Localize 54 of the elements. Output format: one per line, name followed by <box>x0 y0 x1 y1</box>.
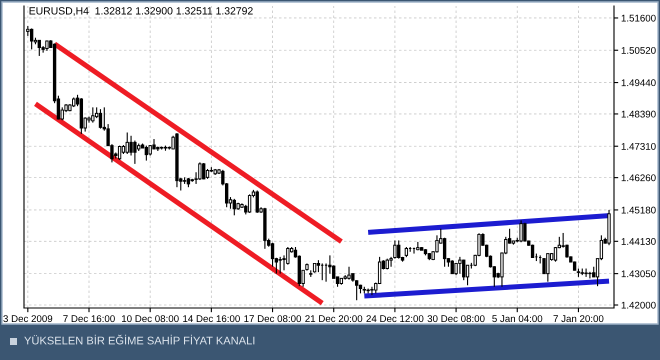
candlestick <box>126 132 129 155</box>
candlestick <box>186 177 190 188</box>
candlestick <box>519 220 523 243</box>
candlestick <box>98 108 102 130</box>
candlestick <box>530 244 534 258</box>
y-tick-label: 1.47310 <box>622 142 656 150</box>
candlestick <box>144 145 148 162</box>
candlestick <box>450 260 454 274</box>
y-tick-label: 1.43050 <box>622 270 656 278</box>
candlestick <box>554 246 558 262</box>
text: YÜKSELEN BİR EĞİME SAHİP FİYAT KANALI <box>24 334 254 344</box>
candlestick <box>202 162 206 180</box>
y-tick-label: 1.42000 <box>622 302 656 309</box>
candlestick <box>232 198 236 216</box>
candlestick <box>38 40 41 56</box>
candlestick <box>442 237 446 268</box>
candlestick <box>397 240 400 260</box>
x-tick-label: 5 Jan 04:00 <box>492 315 542 322</box>
candlestick <box>133 140 137 164</box>
candlestick <box>148 144 152 156</box>
y-tick-label: 1.48390 <box>622 110 656 118</box>
y-tick-label: 1.51600 <box>622 14 656 22</box>
candlestick <box>546 253 550 282</box>
candlestick <box>30 28 34 50</box>
x-tick-label: 14 Dec 16:00 <box>183 315 240 322</box>
y-tick-label: 1.45180 <box>622 206 656 214</box>
candlestick <box>278 256 282 274</box>
x-tick-label: 17 Dec 08:00 <box>244 315 302 322</box>
candlestick <box>458 256 462 274</box>
candlestick <box>462 259 466 281</box>
x-tick-label: 21 Dec 20:00 <box>305 315 362 322</box>
candlestick <box>580 268 584 276</box>
candlestick <box>72 96 76 108</box>
x-tick-label: 3 Dec 2009 <box>3 315 52 322</box>
candlestick <box>118 145 122 161</box>
y-tick-label: 1.50520 <box>622 46 656 54</box>
candlestick <box>404 246 408 258</box>
x-tick-label: 7 Dec 16:00 <box>63 315 115 322</box>
x-tick-label: 24 Dec 12:00 <box>366 315 424 322</box>
annotation: EURUSD,H4 1.32812 1.32900 1.32511 1.32792 <box>30 7 253 16</box>
y-tick-label: 1.49440 <box>622 79 656 86</box>
candlestick <box>565 244 569 258</box>
x-tick-label: 7 Jan 20:00 <box>554 315 604 322</box>
y-tick-label: 1.44130 <box>622 238 656 245</box>
x-tick-label: 30 Dec 08:00 <box>428 315 485 322</box>
y-tick-label: 1.46260 <box>622 174 656 182</box>
candlestick <box>91 106 94 124</box>
candlestick <box>386 258 389 270</box>
candlestick <box>248 194 252 214</box>
candlestick <box>198 162 202 181</box>
candlestick <box>347 266 351 280</box>
candlestick <box>270 242 274 268</box>
x-tick-label: 10 Dec 08:00 <box>122 315 179 322</box>
candlestick <box>256 190 259 214</box>
